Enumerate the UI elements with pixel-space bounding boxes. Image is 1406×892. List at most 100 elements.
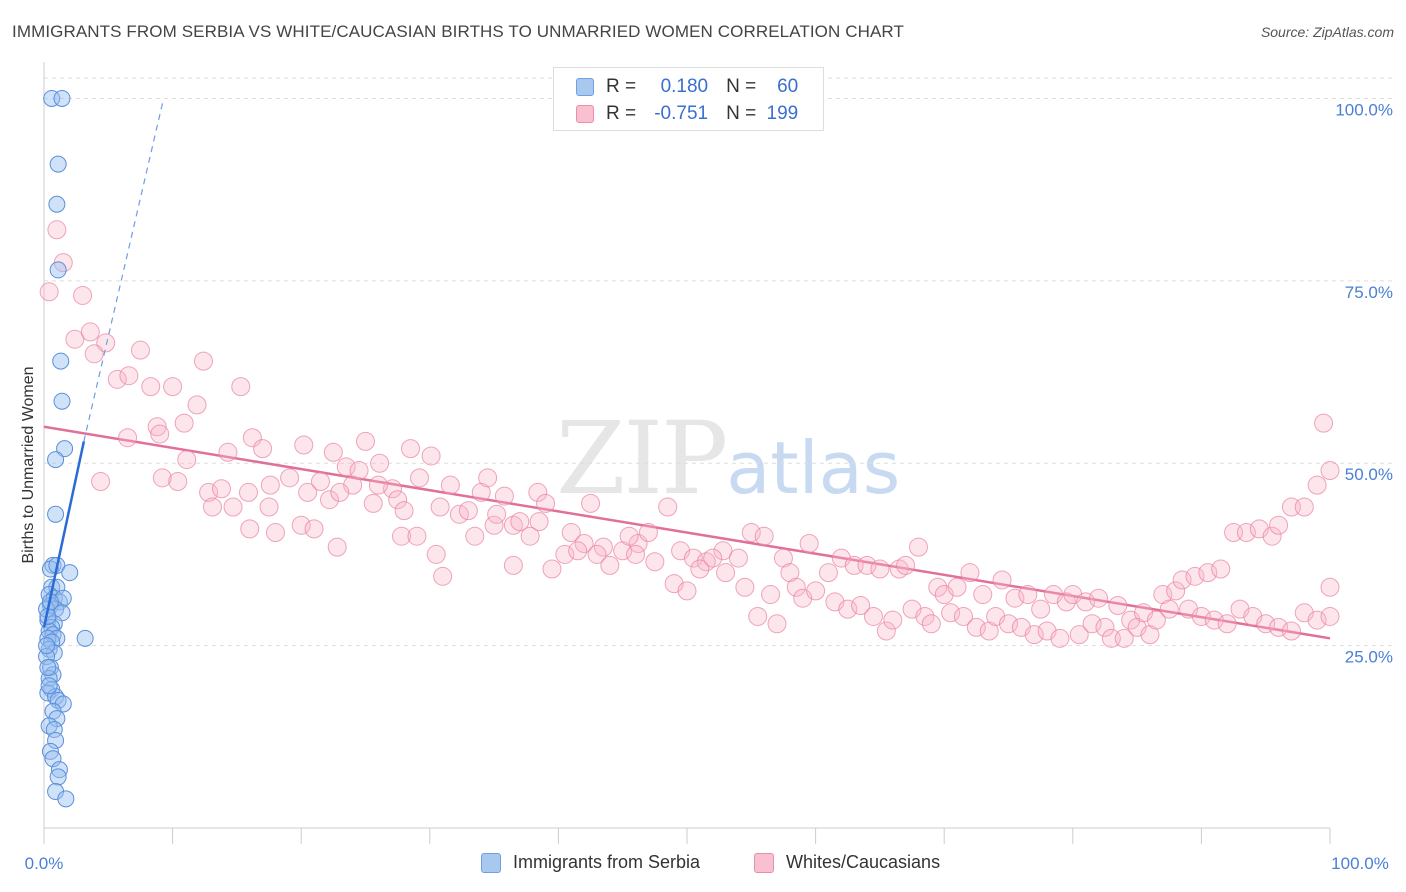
point-whites: [494, 486, 514, 506]
point-whites: [487, 504, 507, 524]
point-whites: [91, 471, 111, 491]
legend-row-serbia: R = 0.180 N = 60: [576, 75, 798, 99]
point-whites: [73, 285, 93, 305]
point-whites: [388, 490, 408, 510]
point-serbia: [61, 564, 79, 582]
point-whites: [593, 537, 613, 557]
point-whites: [294, 435, 314, 455]
point-whites: [806, 581, 826, 601]
x-tick-label-max: 100.0%: [1331, 854, 1389, 873]
point-whites: [168, 471, 188, 491]
point-whites: [368, 475, 388, 495]
point-whites: [716, 563, 736, 583]
point-whites: [529, 512, 549, 532]
point-whites: [370, 453, 390, 473]
legend-swatch-whites: [576, 105, 594, 123]
point-whites: [1050, 628, 1070, 648]
point-serbia: [53, 89, 71, 107]
point-whites: [1146, 610, 1166, 630]
point-whites: [503, 555, 523, 575]
point-whites: [568, 541, 588, 561]
point-whites: [883, 610, 903, 630]
point-whites: [1307, 610, 1327, 630]
point-whites: [330, 482, 350, 502]
point-whites: [147, 417, 167, 437]
point-whites: [542, 559, 562, 579]
legend-r-value: -0.751: [654, 103, 709, 124]
y-axis-label: Births to Unmarried Women: [20, 366, 37, 563]
point-whites: [581, 493, 601, 513]
point-whites: [1204, 610, 1224, 630]
point-whites: [1256, 614, 1276, 634]
point-whites: [150, 424, 170, 444]
point-whites: [1159, 599, 1179, 619]
point-whites: [510, 512, 530, 532]
point-whites: [1095, 617, 1115, 637]
point-whites: [520, 526, 540, 546]
point-serbia: [49, 261, 67, 279]
points-serbia: [38, 89, 94, 808]
point-whites: [298, 482, 318, 502]
point-whites: [426, 544, 446, 564]
point-whites: [1307, 475, 1327, 495]
point-whites: [1172, 570, 1192, 590]
legend-item-serbia[interactable]: Immigrants from Serbia: [481, 852, 700, 873]
x-tick-label-min: 0.0%: [25, 854, 64, 873]
point-whites: [503, 515, 523, 535]
legend-n-value: 199: [766, 103, 799, 124]
point-whites: [1056, 592, 1076, 612]
legend-n-value: 60: [777, 76, 799, 97]
point-whites: [1185, 566, 1205, 586]
point-whites: [1198, 563, 1218, 583]
point-whites: [1269, 617, 1289, 637]
point-whites: [383, 479, 403, 499]
point-whites: [363, 493, 383, 513]
point-whites: [421, 446, 441, 466]
point-whites: [484, 515, 504, 535]
point-whites: [561, 523, 581, 543]
point-whites: [218, 442, 238, 462]
point-whites: [253, 439, 273, 459]
point-whites: [761, 585, 781, 605]
point-whites: [921, 614, 941, 634]
point-serbia: [53, 392, 71, 410]
point-whites: [703, 548, 723, 568]
point-whites: [202, 497, 222, 517]
point-serbia: [52, 352, 70, 370]
point-whites: [1320, 461, 1340, 481]
point-whites: [392, 526, 412, 546]
legend-n-label: N =: [726, 103, 757, 124]
point-whites: [1005, 588, 1025, 608]
point-whites: [863, 606, 883, 626]
point-whites: [394, 501, 414, 521]
point-serbia: [57, 790, 75, 808]
point-whites: [310, 471, 330, 491]
point-whites: [851, 595, 871, 615]
point-whites: [683, 548, 703, 568]
legend-label-whites: Whites/Caucasians: [786, 852, 941, 872]
point-serbia: [49, 155, 67, 173]
y-tick-label: 100.0%: [1335, 100, 1393, 119]
point-whites: [713, 541, 733, 561]
point-whites: [1320, 606, 1340, 626]
point-whites: [84, 344, 104, 364]
point-whites: [430, 497, 450, 517]
point-whites: [1166, 581, 1186, 601]
point-whites: [349, 461, 369, 481]
point-whites: [889, 559, 909, 579]
point-whites: [638, 523, 658, 543]
point-whites: [47, 220, 67, 240]
point-whites: [163, 377, 183, 397]
point-serbia: [38, 637, 56, 655]
legend-item-whites[interactable]: Whites/Caucasians: [754, 852, 940, 873]
tick-labels: 25.0% 50.0% 75.0% 100.0% 0.0% 100.0%: [25, 100, 1393, 873]
chart-title: IMMIGRANTS FROM SERBIA VS WHITE/CAUCASIA…: [12, 22, 904, 41]
legend-r-value: 0.180: [660, 76, 709, 97]
point-serbia: [45, 721, 63, 739]
stats-legend: R = 0.180 N = 60 R = -0.751 N = 199: [553, 67, 824, 131]
point-whites: [152, 468, 172, 488]
point-whites: [141, 377, 161, 397]
point-whites: [741, 523, 761, 543]
point-whites: [799, 533, 819, 553]
point-serbia: [47, 731, 65, 749]
